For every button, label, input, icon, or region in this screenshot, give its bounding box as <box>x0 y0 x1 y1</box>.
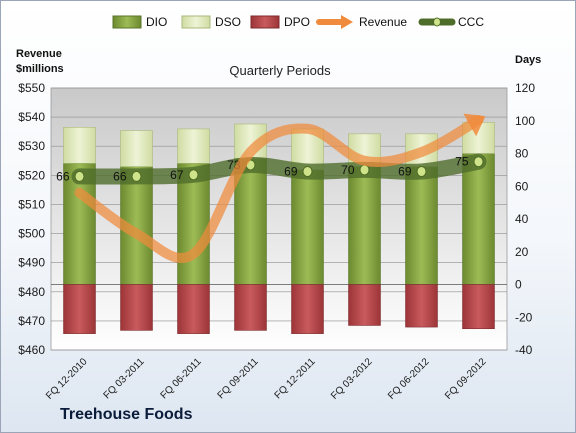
left-tick-label: $480 <box>18 285 45 299</box>
ccc-point <box>473 156 484 168</box>
right-tick-label: 40 <box>515 212 529 226</box>
legend-label: DIO <box>146 15 167 29</box>
right-tick-label: 20 <box>515 245 529 259</box>
ccc-data-label: 69 <box>284 165 298 179</box>
legend-label: DSO <box>215 15 241 29</box>
bar-dso <box>177 128 210 164</box>
revenue-arrowhead <box>463 113 486 137</box>
bar-dpo <box>63 284 96 334</box>
x-tick-label: FQ 03-2012 <box>329 356 375 402</box>
x-tick-label: FQ 06-2012 <box>386 356 432 402</box>
ccc-point <box>302 166 313 178</box>
right-tick-label: 120 <box>515 81 535 95</box>
left-tick-label: $540 <box>18 110 45 124</box>
right-tick-label: 80 <box>515 147 529 161</box>
bar-dso <box>120 130 153 167</box>
bar-dio <box>405 166 438 285</box>
legend-swatch-dso <box>181 15 211 29</box>
bar-dpo <box>234 284 267 331</box>
bar-dpo <box>120 284 153 331</box>
right-tick-label: 60 <box>515 179 529 193</box>
x-tick-label: FQ 06-2011 <box>159 356 204 401</box>
bar-dpo <box>348 284 381 326</box>
left-tick-label: $550 <box>18 81 45 95</box>
right-tick-label: 0 <box>515 278 522 292</box>
legend-swatch-dio <box>112 15 142 29</box>
x-tick-label: FQ 09-2012 <box>443 356 489 402</box>
x-tick-label: FQ 03-2011 <box>102 356 147 401</box>
ccc-data-label: 67 <box>170 168 184 182</box>
legend-label: CCC <box>458 15 484 29</box>
legend-swatch-dpo <box>250 15 280 29</box>
right-tick-label: -40 <box>515 343 533 357</box>
ccc-data-label: 70 <box>341 163 355 177</box>
chart-title: Quarterly Periods <box>229 63 331 78</box>
revenue-line <box>74 115 484 263</box>
bar-dpo <box>291 284 324 334</box>
company-name: Treehouse Foods <box>60 406 193 423</box>
bar-dio <box>234 158 267 285</box>
right-tick-label: 100 <box>515 114 535 128</box>
bar-dio <box>348 166 381 285</box>
ccc-data-label: 66 <box>113 169 127 183</box>
left-tick-label: $530 <box>18 139 45 153</box>
ccc-data-label: 69 <box>398 165 412 179</box>
ccc-point <box>188 169 199 181</box>
left-tick-label: $500 <box>18 227 45 241</box>
legend-swatch-ccc-marker <box>433 17 441 27</box>
ccc-point <box>416 166 427 178</box>
left-tick-label: $460 <box>18 343 45 357</box>
right-tick-label: -20 <box>515 310 533 324</box>
left-tick-label: $520 <box>18 168 45 182</box>
bar-dso <box>63 127 96 164</box>
left-tick-label: $470 <box>18 314 45 328</box>
bar-dio <box>462 153 495 285</box>
ccc-data-label: 66 <box>56 169 70 183</box>
x-tick-label: FQ 12-2010 <box>44 356 90 402</box>
bar-dpo <box>177 284 210 334</box>
legend-swatch-revenue-arrow <box>341 15 353 29</box>
ccc-data-label: 75 <box>455 155 469 169</box>
left-tick-label: $490 <box>18 256 45 270</box>
ccc-point <box>131 170 142 182</box>
x-tick-label: FQ 09-2011 <box>216 356 261 401</box>
left-tick-label: $510 <box>18 197 45 211</box>
right-axis-title: Days <box>515 54 541 66</box>
left-axis-title-line1: Revenue <box>16 48 62 60</box>
ccc-point <box>74 170 85 182</box>
left-axis-title-line2: $millions <box>16 63 64 75</box>
bar-dpo <box>462 284 495 330</box>
bar-dpo <box>405 284 438 328</box>
legend-label: Revenue <box>359 15 407 29</box>
legend-label: DPO <box>284 15 310 29</box>
x-tick-label: FQ 12-2011 <box>273 356 318 401</box>
bar-dio <box>291 169 324 285</box>
